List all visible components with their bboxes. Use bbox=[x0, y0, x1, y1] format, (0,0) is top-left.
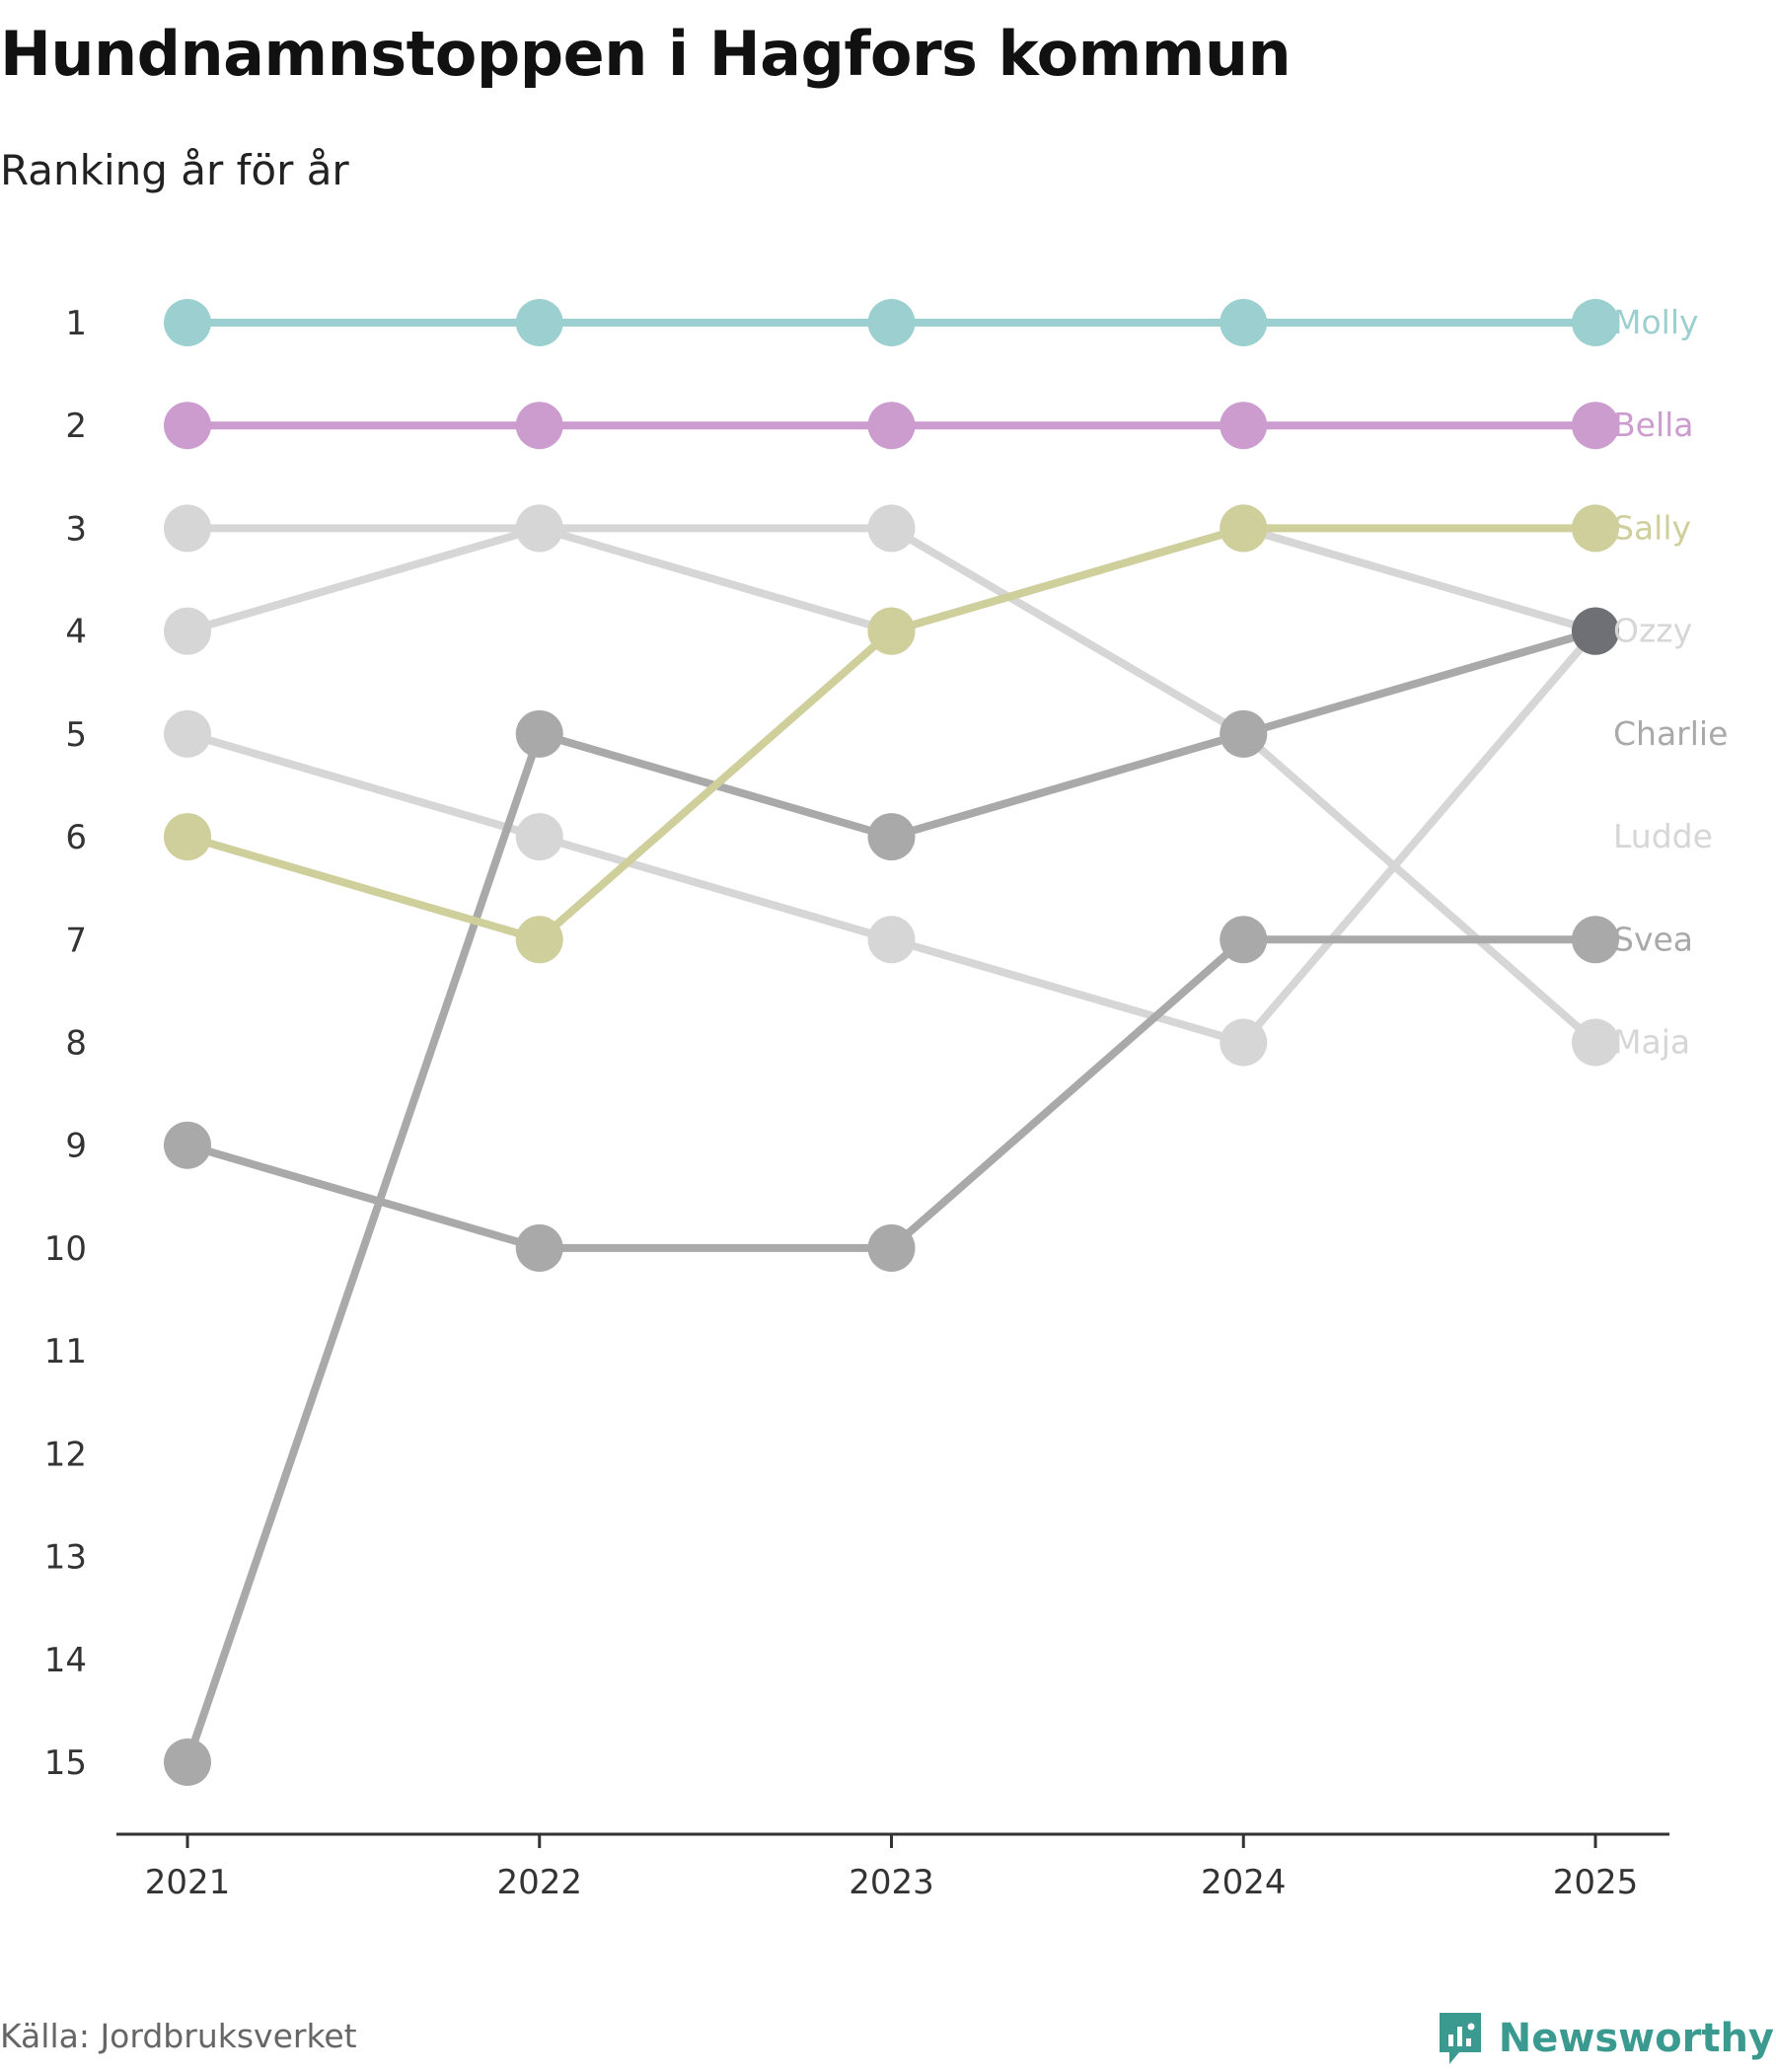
data-point-ludde-2023 bbox=[867, 504, 916, 553]
data-point-bella-2021 bbox=[164, 402, 211, 450]
data-point-bella-2023 bbox=[867, 402, 916, 450]
y-tick-label: 11 bbox=[44, 1332, 87, 1371]
data-point-charlie-2024 bbox=[1220, 709, 1268, 758]
chart-subtitle: Ranking år för år bbox=[0, 146, 349, 194]
x-tick-label: 2023 bbox=[849, 1863, 934, 1902]
end-label-maja: Maja bbox=[1613, 1023, 1690, 1062]
data-point-molly-2025 bbox=[1572, 299, 1619, 346]
data-point-maja-2022 bbox=[515, 813, 563, 861]
data-point-molly-2021 bbox=[164, 299, 211, 346]
series-end-labels: Ludde Maja Ozzy Charlie Svea Sally Bella Molly bbox=[1613, 303, 1728, 1062]
end-label-ozzy: Ozzy bbox=[1613, 612, 1692, 650]
end-label-sally: Sally bbox=[1613, 508, 1691, 547]
data-point-maja-2024 bbox=[1220, 1018, 1268, 1067]
data-point-sally-2024 bbox=[1220, 504, 1268, 553]
data-point-ozzy-2022 bbox=[515, 504, 563, 553]
end-label-charlie: Charlie bbox=[1613, 714, 1728, 753]
y-tick-label: 15 bbox=[44, 1743, 87, 1783]
data-point-molly-2022 bbox=[515, 299, 563, 346]
chart-title: Hundnamnstoppen i Hagfors kommun bbox=[0, 18, 1292, 90]
end-label-molly: Molly bbox=[1613, 303, 1699, 341]
data-point-charlie-2023 bbox=[867, 813, 916, 861]
data-point-svea-2025 bbox=[1572, 916, 1619, 964]
data-point-bella-2025 bbox=[1572, 402, 1619, 450]
data-point-charlie-2021 bbox=[164, 1739, 211, 1786]
y-tick-label: 2 bbox=[65, 407, 87, 446]
data-point-svea-2022 bbox=[515, 1223, 563, 1272]
end-label-svea: Svea bbox=[1613, 920, 1693, 958]
y-tick-label: 9 bbox=[65, 1127, 87, 1166]
x-tick-label: 2024 bbox=[1201, 1863, 1287, 1902]
data-point-highlight bbox=[1572, 607, 1619, 655]
y-tick-label: 6 bbox=[65, 818, 87, 857]
y-tick-label: 13 bbox=[44, 1538, 87, 1578]
y-tick-label: 14 bbox=[44, 1641, 87, 1680]
data-point-bella-2022 bbox=[515, 402, 563, 450]
y-tick-label: 5 bbox=[65, 715, 87, 755]
data-point-molly-2023 bbox=[867, 299, 916, 346]
data-point-sally-2021 bbox=[164, 813, 211, 861]
y-tick-label: 7 bbox=[65, 921, 87, 960]
x-axis: 2021 2022 2023 2024 2025 bbox=[116, 1832, 1669, 1902]
data-point-sally-2022 bbox=[515, 916, 563, 964]
data-point-ozzy-2021 bbox=[164, 504, 211, 553]
data-point-molly-2024 bbox=[1220, 299, 1268, 346]
data-point-sally-2025 bbox=[1572, 504, 1619, 553]
series-line-svea bbox=[184, 935, 1599, 1252]
y-tick-label: 3 bbox=[65, 509, 87, 549]
x-tick-label: 2025 bbox=[1553, 1863, 1639, 1902]
y-tick-label: 1 bbox=[65, 304, 87, 343]
end-label-bella: Bella bbox=[1613, 406, 1694, 444]
y-tick-label: 12 bbox=[44, 1435, 87, 1474]
series-line-ludde bbox=[184, 524, 1599, 1047]
data-point-svea-2023 bbox=[867, 1223, 916, 1272]
newsworthy-logo-icon bbox=[1439, 2013, 1481, 2064]
data-point-bella-2024 bbox=[1220, 402, 1268, 450]
y-tick-label: 4 bbox=[65, 613, 87, 652]
data-point-svea-2024 bbox=[1220, 916, 1268, 964]
x-tick-label: 2021 bbox=[145, 1863, 231, 1902]
x-tick-label: 2022 bbox=[496, 1863, 582, 1902]
data-point-charlie-2022 bbox=[515, 709, 563, 758]
brand-logo: Newsworthy bbox=[1436, 2009, 1774, 2068]
data-point-maja-2023 bbox=[867, 916, 916, 964]
data-point-ludde-2025 bbox=[1572, 1018, 1619, 1067]
data-point-ludde-2021 bbox=[164, 607, 211, 655]
data-point-maja-2021 bbox=[164, 709, 211, 758]
data-point-svea-2021 bbox=[164, 1121, 211, 1169]
end-label-ludde: Ludde bbox=[1613, 817, 1713, 855]
source-note: Källa: Jordbruksverket bbox=[0, 2017, 357, 2055]
series-points bbox=[164, 299, 1619, 1786]
data-point-sally-2023 bbox=[867, 607, 916, 655]
brand-name: Newsworthy bbox=[1498, 2016, 1774, 2061]
y-tick-label: 8 bbox=[65, 1024, 87, 1064]
y-tick-label: 10 bbox=[44, 1229, 87, 1269]
series-line-charlie bbox=[184, 627, 1599, 1766]
